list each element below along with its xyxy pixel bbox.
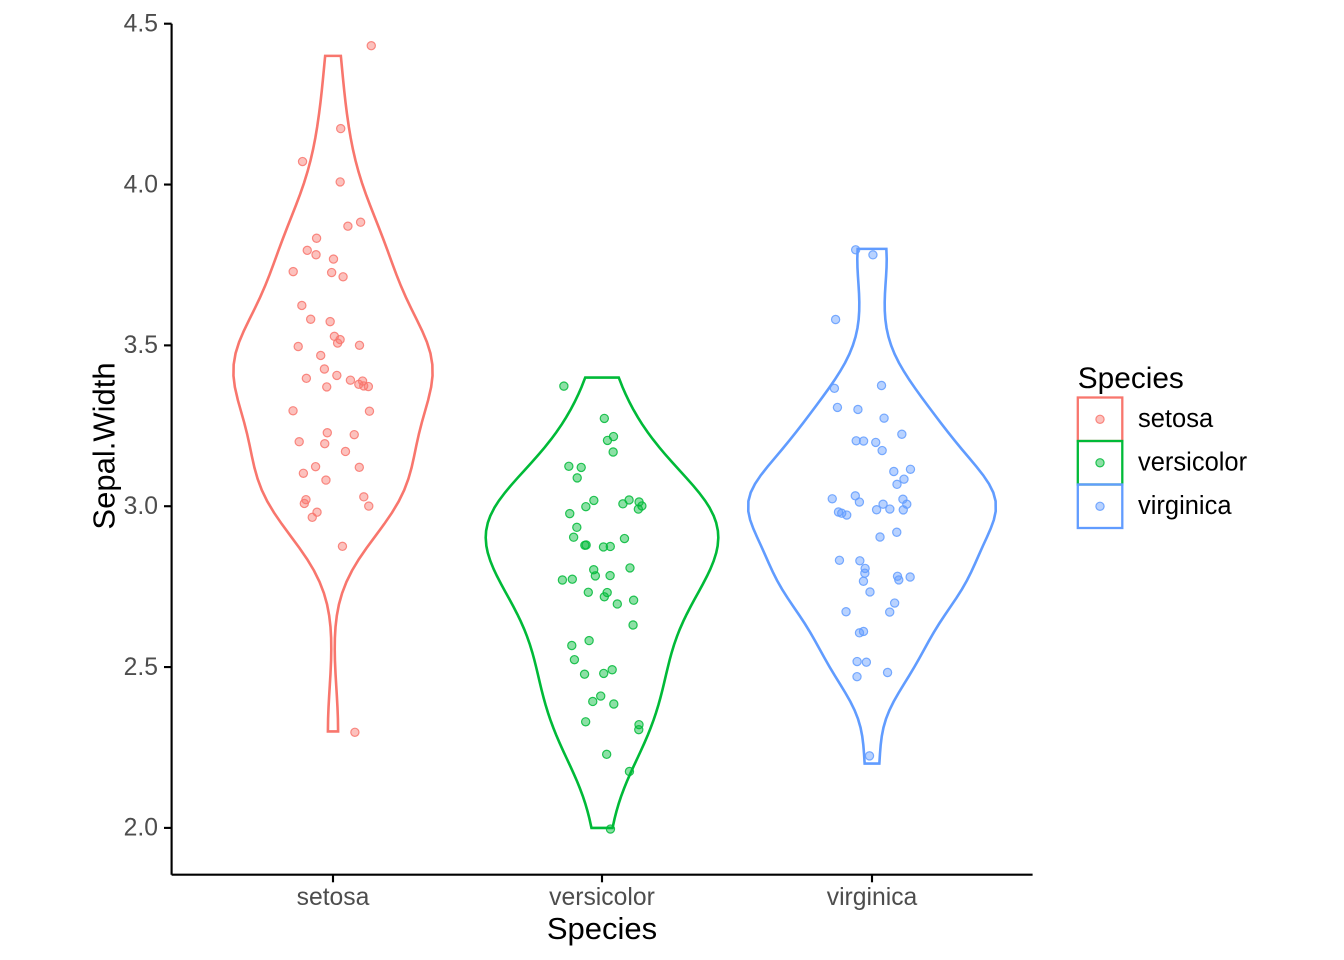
svg-text:3.5: 3.5 [124, 332, 158, 359]
svg-text:virginica: virginica [1138, 492, 1232, 520]
svg-text:Sepal.Width: Sepal.Width [87, 362, 122, 529]
svg-text:4.5: 4.5 [124, 11, 158, 38]
svg-text:2.5: 2.5 [124, 654, 158, 681]
svg-text:versicolor: versicolor [549, 884, 655, 911]
svg-text:4.0: 4.0 [124, 171, 158, 198]
svg-text:3.0: 3.0 [124, 493, 158, 520]
svg-text:2.0: 2.0 [124, 815, 158, 842]
svg-text:versicolor: versicolor [1138, 449, 1248, 477]
svg-text:setosa: setosa [1138, 405, 1214, 433]
svg-text:virginica: virginica [827, 884, 918, 911]
svg-text:Species: Species [547, 911, 657, 946]
svg-text:setosa: setosa [297, 884, 370, 911]
svg-text:Species: Species [1078, 362, 1184, 395]
